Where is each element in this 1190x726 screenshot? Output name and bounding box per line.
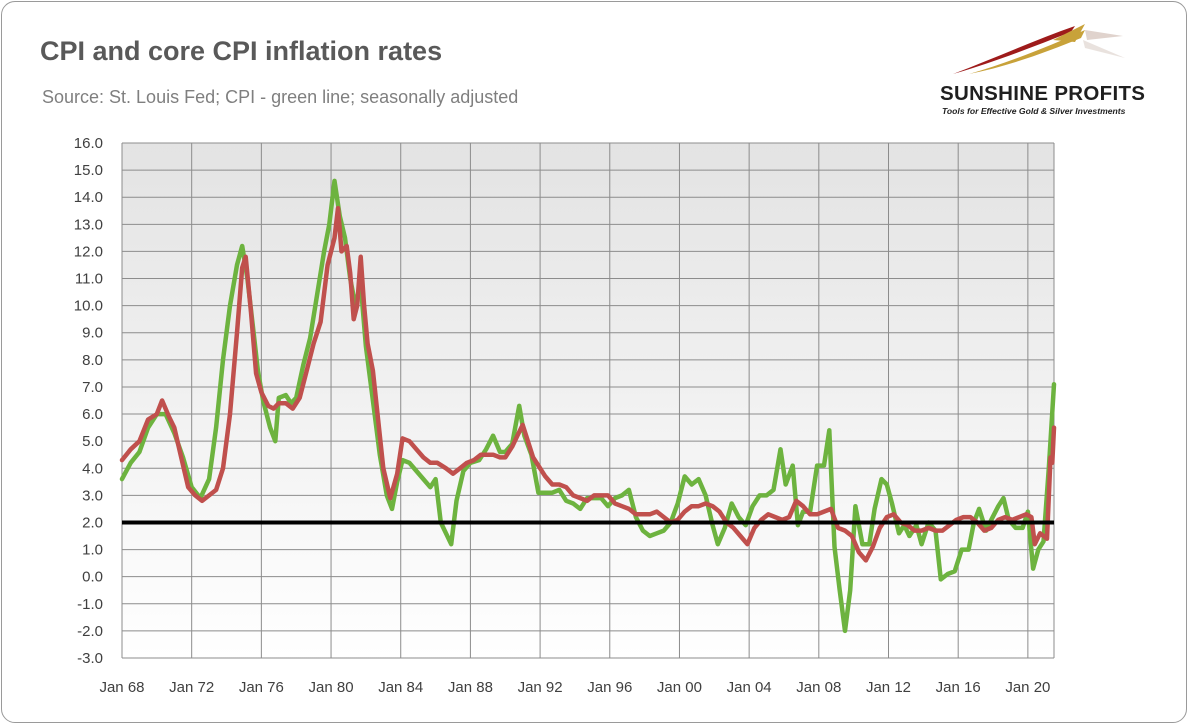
- x-tick-label: Jan 76: [239, 679, 284, 696]
- x-tick-label: Jan 16: [936, 679, 981, 696]
- core-cpi-line: [119, 205, 1057, 563]
- x-tick-label: Jan 08: [796, 679, 841, 696]
- y-tick-label: 6.0: [82, 406, 103, 423]
- y-tick-label: 3.0: [82, 487, 103, 504]
- y-tick-label: -3.0: [77, 650, 103, 667]
- x-tick-label: Jan 72: [169, 679, 214, 696]
- y-tick-label: 11.0: [75, 271, 103, 288]
- y-tick-label: 4.0: [82, 460, 103, 477]
- chart-subtitle: Source: St. Louis Fed; CPI - green line;…: [42, 87, 519, 107]
- sunshine-profits-logo: SUNSHINE PROFITS Tools for Effective Gol…: [935, 18, 1170, 118]
- y-axis-ticks: 16.0 15.0 14.0 13.0 12.0 11.0 10.0 9.0 8.0 7.0 6.0…: [74, 135, 103, 667]
- series-lines: [119, 178, 1057, 634]
- y-tick-label: 15.0: [74, 162, 103, 179]
- y-tick-label: -2.0: [77, 623, 103, 640]
- x-tick-label: Jan 80: [309, 679, 354, 696]
- y-tick-label: 14.0: [74, 189, 103, 206]
- x-tick-label: Jan 04: [727, 679, 772, 696]
- x-tick-label: Jan 92: [518, 679, 563, 696]
- logo-swoosh-icon: [953, 24, 1125, 74]
- y-tick-label: 2.0: [82, 514, 103, 531]
- y-tick-label: 12.0: [74, 243, 103, 260]
- y-tick-label: 10.0: [74, 298, 103, 315]
- y-tick-label: 13.0: [74, 216, 103, 233]
- y-tick-label: 16.0: [74, 135, 103, 152]
- grid-lines: [121, 142, 1055, 659]
- y-tick-label: 8.0: [82, 352, 103, 369]
- y-tick-label: 5.0: [82, 433, 103, 450]
- y-tick-label: 0.0: [82, 569, 103, 586]
- x-tick-label: Jan 96: [587, 679, 632, 696]
- chart-title: CPI and core CPI inflation rates: [40, 36, 443, 66]
- x-tick-label: Jan 00: [657, 679, 702, 696]
- y-tick-label: 1.0: [82, 542, 103, 559]
- x-tick-label: Jan 20: [1005, 679, 1050, 696]
- x-axis-ticks: Jan 68 Jan 72 Jan 76 Jan 80 Jan 84 Jan 88 Jan …: [99, 679, 1050, 696]
- x-tick-label: Jan 68: [99, 679, 144, 696]
- logo-name: SUNSHINE PROFITS: [940, 82, 1146, 105]
- y-tick-label: 9.0: [82, 325, 103, 342]
- y-tick-label: 7.0: [82, 379, 103, 396]
- x-tick-label: Jan 12: [866, 679, 911, 696]
- x-tick-label: Jan 84: [378, 679, 423, 696]
- x-tick-label: Jan 88: [448, 679, 493, 696]
- logo-tagline: Tools for Effective Gold & Silver Invest…: [942, 106, 1126, 116]
- y-tick-label: -1.0: [77, 596, 103, 613]
